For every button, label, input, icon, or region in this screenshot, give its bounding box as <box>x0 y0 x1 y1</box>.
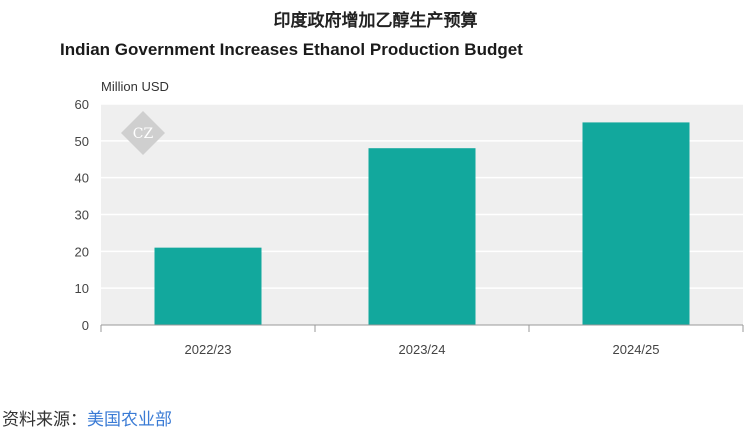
y-tick-label: 50 <box>75 134 89 149</box>
y-tick-label: 0 <box>82 318 89 333</box>
chart-title: Indian Government Increases Ethanol Prod… <box>60 40 523 59</box>
bar-2024-25 <box>582 122 690 326</box>
source-note: 资料来源：美国农业部 <box>2 405 172 430</box>
bar-2023-24 <box>368 148 476 325</box>
source-link[interactable]: 美国农业部 <box>87 410 172 430</box>
y-tick-label: 30 <box>75 208 89 223</box>
source-label: 资料来源： <box>2 410 87 430</box>
x-tick-label: 2022/23 <box>185 342 232 357</box>
y-tick-label: 40 <box>75 171 89 186</box>
watermark-logo <box>121 111 165 155</box>
bar-chart: 0 10 20 30 40 50 60 Million USD CZ 2022/23 2023/24… <box>75 79 744 357</box>
x-tick-label: 2023/24 <box>399 342 446 357</box>
y-tick-label: 20 <box>75 244 89 259</box>
watermark-text: CZ <box>133 126 154 142</box>
chinese-title: 印度政府增加乙醇生产预算 <box>273 11 478 31</box>
y-tick-label: 10 <box>75 281 89 296</box>
bar-2022-23 <box>154 247 262 325</box>
y-tick-label: 60 <box>75 97 89 112</box>
x-tick-label: 2024/25 <box>613 342 660 357</box>
y-axis-unit: Million USD <box>101 79 169 94</box>
